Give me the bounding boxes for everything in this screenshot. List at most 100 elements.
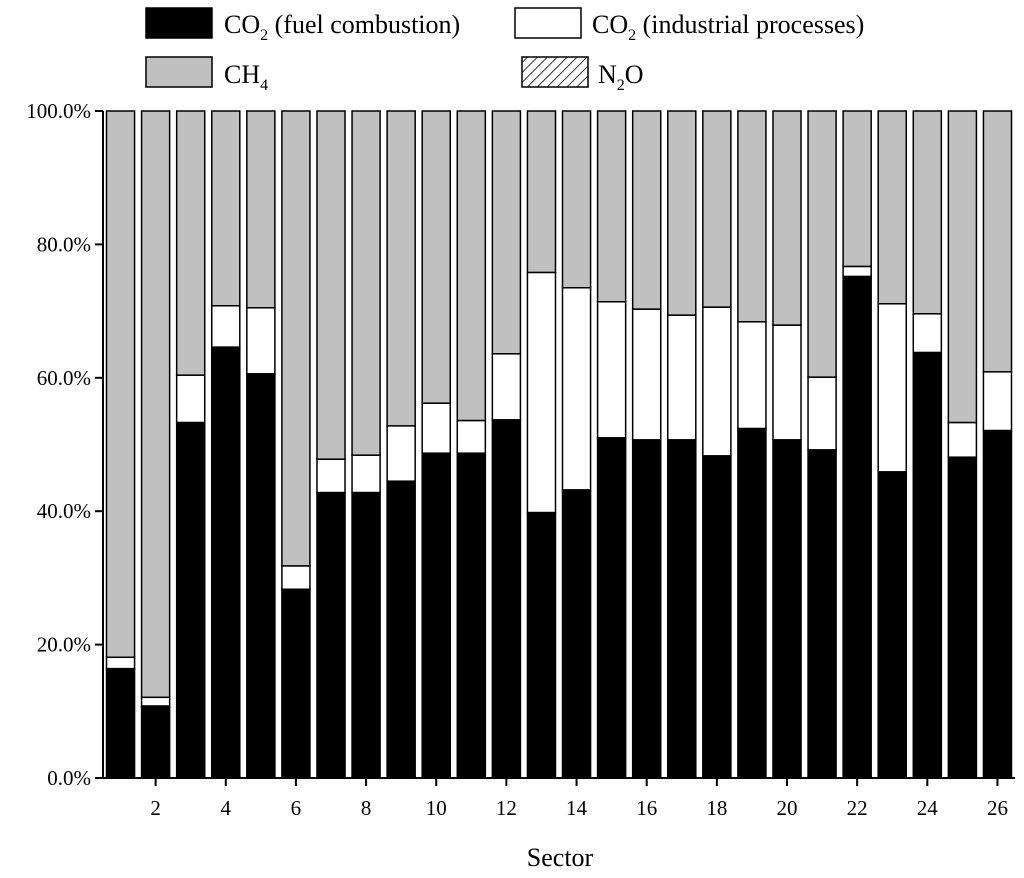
bar-segment-s1-sector-7 (316, 458, 346, 494)
x-tick-label: 20 (777, 796, 798, 820)
bar-segment-s1-sector-14 (561, 287, 592, 491)
bar-segment-s0-sector-18 (702, 455, 732, 779)
bar-segment-s1-sector-20 (772, 324, 802, 441)
bar-segment-s0-sector-21 (807, 449, 837, 779)
legend-label-ch4: CH4 (224, 60, 268, 94)
bar-segment-s0-sector-17 (666, 439, 697, 779)
bar-segment-s1-sector-15 (596, 301, 627, 439)
bar-segment-s0-sector-1 (105, 667, 136, 779)
bar-segment-s2-sector-3 (175, 110, 206, 376)
bar-segment-s1-sector-18 (702, 306, 732, 457)
bar-segment-s0-sector-26 (982, 429, 1013, 779)
bar-segment-s0-sector-12 (491, 419, 522, 779)
bar-segment-s0-sector-4 (210, 346, 241, 779)
bar-segment-s2-sector-8 (351, 110, 381, 456)
bar-segment-s1-sector-13 (526, 271, 557, 514)
bar-segment-s2-sector-15 (596, 110, 627, 303)
bar-segment-s0-sector-9 (386, 480, 416, 779)
bar-segment-s1-sector-10 (421, 402, 452, 454)
bar-segment-s1-sector-11 (456, 419, 487, 454)
bars-group (105, 110, 1013, 779)
x-tick-label: 10 (426, 796, 447, 820)
x-tick-label: 26 (987, 796, 1008, 820)
y-tick-label: 20.0% (37, 633, 91, 657)
bar-segment-s2-sector-17 (666, 110, 697, 316)
bar-segment-s2-sector-23 (877, 110, 908, 305)
bar-segment-s2-sector-16 (631, 110, 662, 310)
bar-segment-s2-sector-12 (491, 110, 522, 355)
bar-segment-s0-sector-23 (877, 471, 908, 779)
bar-segment-s2-sector-1 (105, 110, 136, 659)
legend-swatch-ch4 (145, 56, 213, 88)
bar-segment-s0-sector-24 (912, 351, 943, 779)
bar-segment-s1-sector-21 (807, 376, 837, 451)
bar-segment-s1-sector-25 (947, 421, 978, 458)
x-tick-label: 22 (847, 796, 868, 820)
axes-group: 0.0%20.0%40.0%60.0%80.0%100.0%2 4 6 8 10 12 14… (26, 99, 1015, 820)
bar-segment-s1-sector-12 (491, 353, 522, 421)
bar-segment-s2-sector-5 (246, 110, 276, 309)
legend-label-n2o: N2O (598, 60, 644, 94)
bar-segment-s2-sector-24 (912, 110, 943, 315)
bar-segment-s0-sector-8 (351, 491, 381, 779)
bar-segment-s0-sector-25 (947, 456, 978, 779)
legend-swatch-n2o (521, 56, 589, 88)
x-tick-label: 14 (566, 796, 588, 820)
x-axis-title: Sector (527, 843, 594, 872)
y-tick-label: 80.0% (37, 232, 91, 256)
bar-segment-s2-sector-11 (456, 110, 487, 422)
bar-segment-s2-sector-18 (702, 110, 732, 308)
bar-segment-s1-sector-22 (842, 265, 872, 278)
bar-segment-s0-sector-16 (631, 439, 662, 779)
bar-segment-s1-sector-5 (246, 307, 276, 375)
bar-segment-s1-sector-1 (105, 656, 136, 670)
bar-segment-s0-sector-14 (561, 489, 592, 779)
bar-segment-s0-sector-20 (772, 439, 802, 779)
x-tick-label: 6 (291, 796, 302, 820)
bar-segment-s1-sector-19 (737, 321, 767, 430)
bar-segment-s1-sector-26 (982, 371, 1013, 432)
bar-segment-s0-sector-22 (842, 275, 872, 779)
y-tick-label: 40.0% (37, 499, 91, 523)
x-tick-label: 4 (221, 796, 232, 820)
bar-segment-s2-sector-9 (386, 110, 416, 427)
legend-label-co2-fuel: CO2 (fuel combustion) (224, 10, 460, 44)
bar-segment-s2-sector-7 (316, 110, 346, 460)
bar-segment-s2-sector-14 (561, 110, 592, 289)
bar-segment-s2-sector-4 (210, 110, 241, 307)
legend-swatch-co2-fuel (145, 7, 213, 39)
bar-segment-s0-sector-5 (246, 373, 276, 779)
bar-segment-s1-sector-24 (912, 313, 943, 354)
y-tick-label: 60.0% (37, 366, 91, 390)
y-tick-label: 100.0% (26, 99, 91, 123)
x-tick-label: 16 (636, 796, 657, 820)
bar-segment-s2-sector-22 (842, 110, 872, 268)
bar-segment-s1-sector-6 (281, 565, 311, 590)
bar-segment-s1-sector-3 (175, 374, 206, 424)
x-tick-label: 12 (496, 796, 517, 820)
x-tick-label: 8 (361, 796, 372, 820)
bar-segment-s0-sector-11 (456, 452, 487, 779)
bar-segment-s0-sector-10 (421, 452, 452, 779)
bar-segment-s1-sector-16 (631, 308, 662, 441)
bar-segment-s2-sector-10 (421, 110, 452, 404)
legend-swatch-co2-industrial (514, 7, 582, 39)
bar-segment-s0-sector-19 (737, 427, 767, 779)
bar-segment-s1-sector-4 (210, 305, 241, 348)
bar-segment-s0-sector-6 (281, 588, 311, 779)
bar-segment-s0-sector-3 (175, 421, 206, 779)
bar-segment-s2-sector-25 (947, 110, 978, 424)
bar-segment-s1-sector-23 (877, 303, 908, 473)
bar-segment-s2-sector-26 (982, 110, 1013, 373)
bar-segment-s0-sector-15 (596, 437, 627, 779)
bar-segment-s1-sector-17 (666, 314, 697, 441)
legend: CO2 (fuel combustion) CO2 (industrial pr… (145, 7, 864, 94)
x-tick-label: 18 (706, 796, 727, 820)
bar-segment-s1-sector-9 (386, 425, 416, 482)
bar-segment-s0-sector-13 (526, 511, 557, 779)
bar-segment-s1-sector-2 (140, 696, 171, 707)
bar-segment-s2-sector-21 (807, 110, 837, 378)
y-tick-label: 0.0% (47, 766, 91, 790)
bar-segment-s2-sector-13 (526, 110, 557, 274)
